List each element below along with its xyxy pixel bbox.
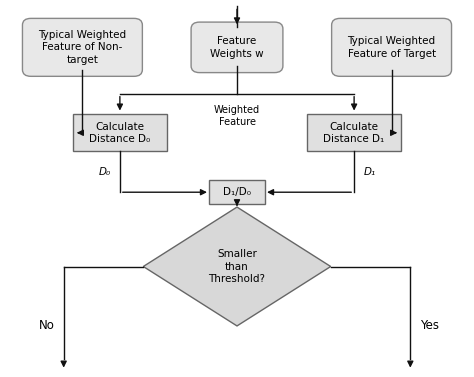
- Text: No: No: [38, 319, 55, 333]
- FancyBboxPatch shape: [22, 18, 142, 76]
- Text: D₀: D₀: [99, 167, 110, 177]
- Polygon shape: [143, 207, 331, 326]
- Text: D₁: D₁: [364, 167, 375, 177]
- Text: Calculate
Distance D₀: Calculate Distance D₀: [89, 122, 151, 144]
- Text: Weighted
Feature: Weighted Feature: [214, 105, 260, 127]
- Text: Yes: Yes: [419, 319, 439, 333]
- Text: Typical Weighted
Feature of Target: Typical Weighted Feature of Target: [347, 36, 436, 58]
- Text: D₁/D₀: D₁/D₀: [223, 187, 251, 197]
- Text: Calculate
Distance D₁: Calculate Distance D₁: [323, 122, 385, 144]
- FancyBboxPatch shape: [209, 180, 265, 204]
- FancyBboxPatch shape: [307, 114, 401, 151]
- Text: Smaller
than
Threshold?: Smaller than Threshold?: [209, 249, 265, 284]
- FancyBboxPatch shape: [332, 18, 452, 76]
- FancyBboxPatch shape: [191, 22, 283, 73]
- Text: Typical Weighted
Feature of Non-
target: Typical Weighted Feature of Non- target: [38, 30, 127, 65]
- Text: Feature
Weights w: Feature Weights w: [210, 36, 264, 58]
- FancyBboxPatch shape: [73, 114, 167, 151]
